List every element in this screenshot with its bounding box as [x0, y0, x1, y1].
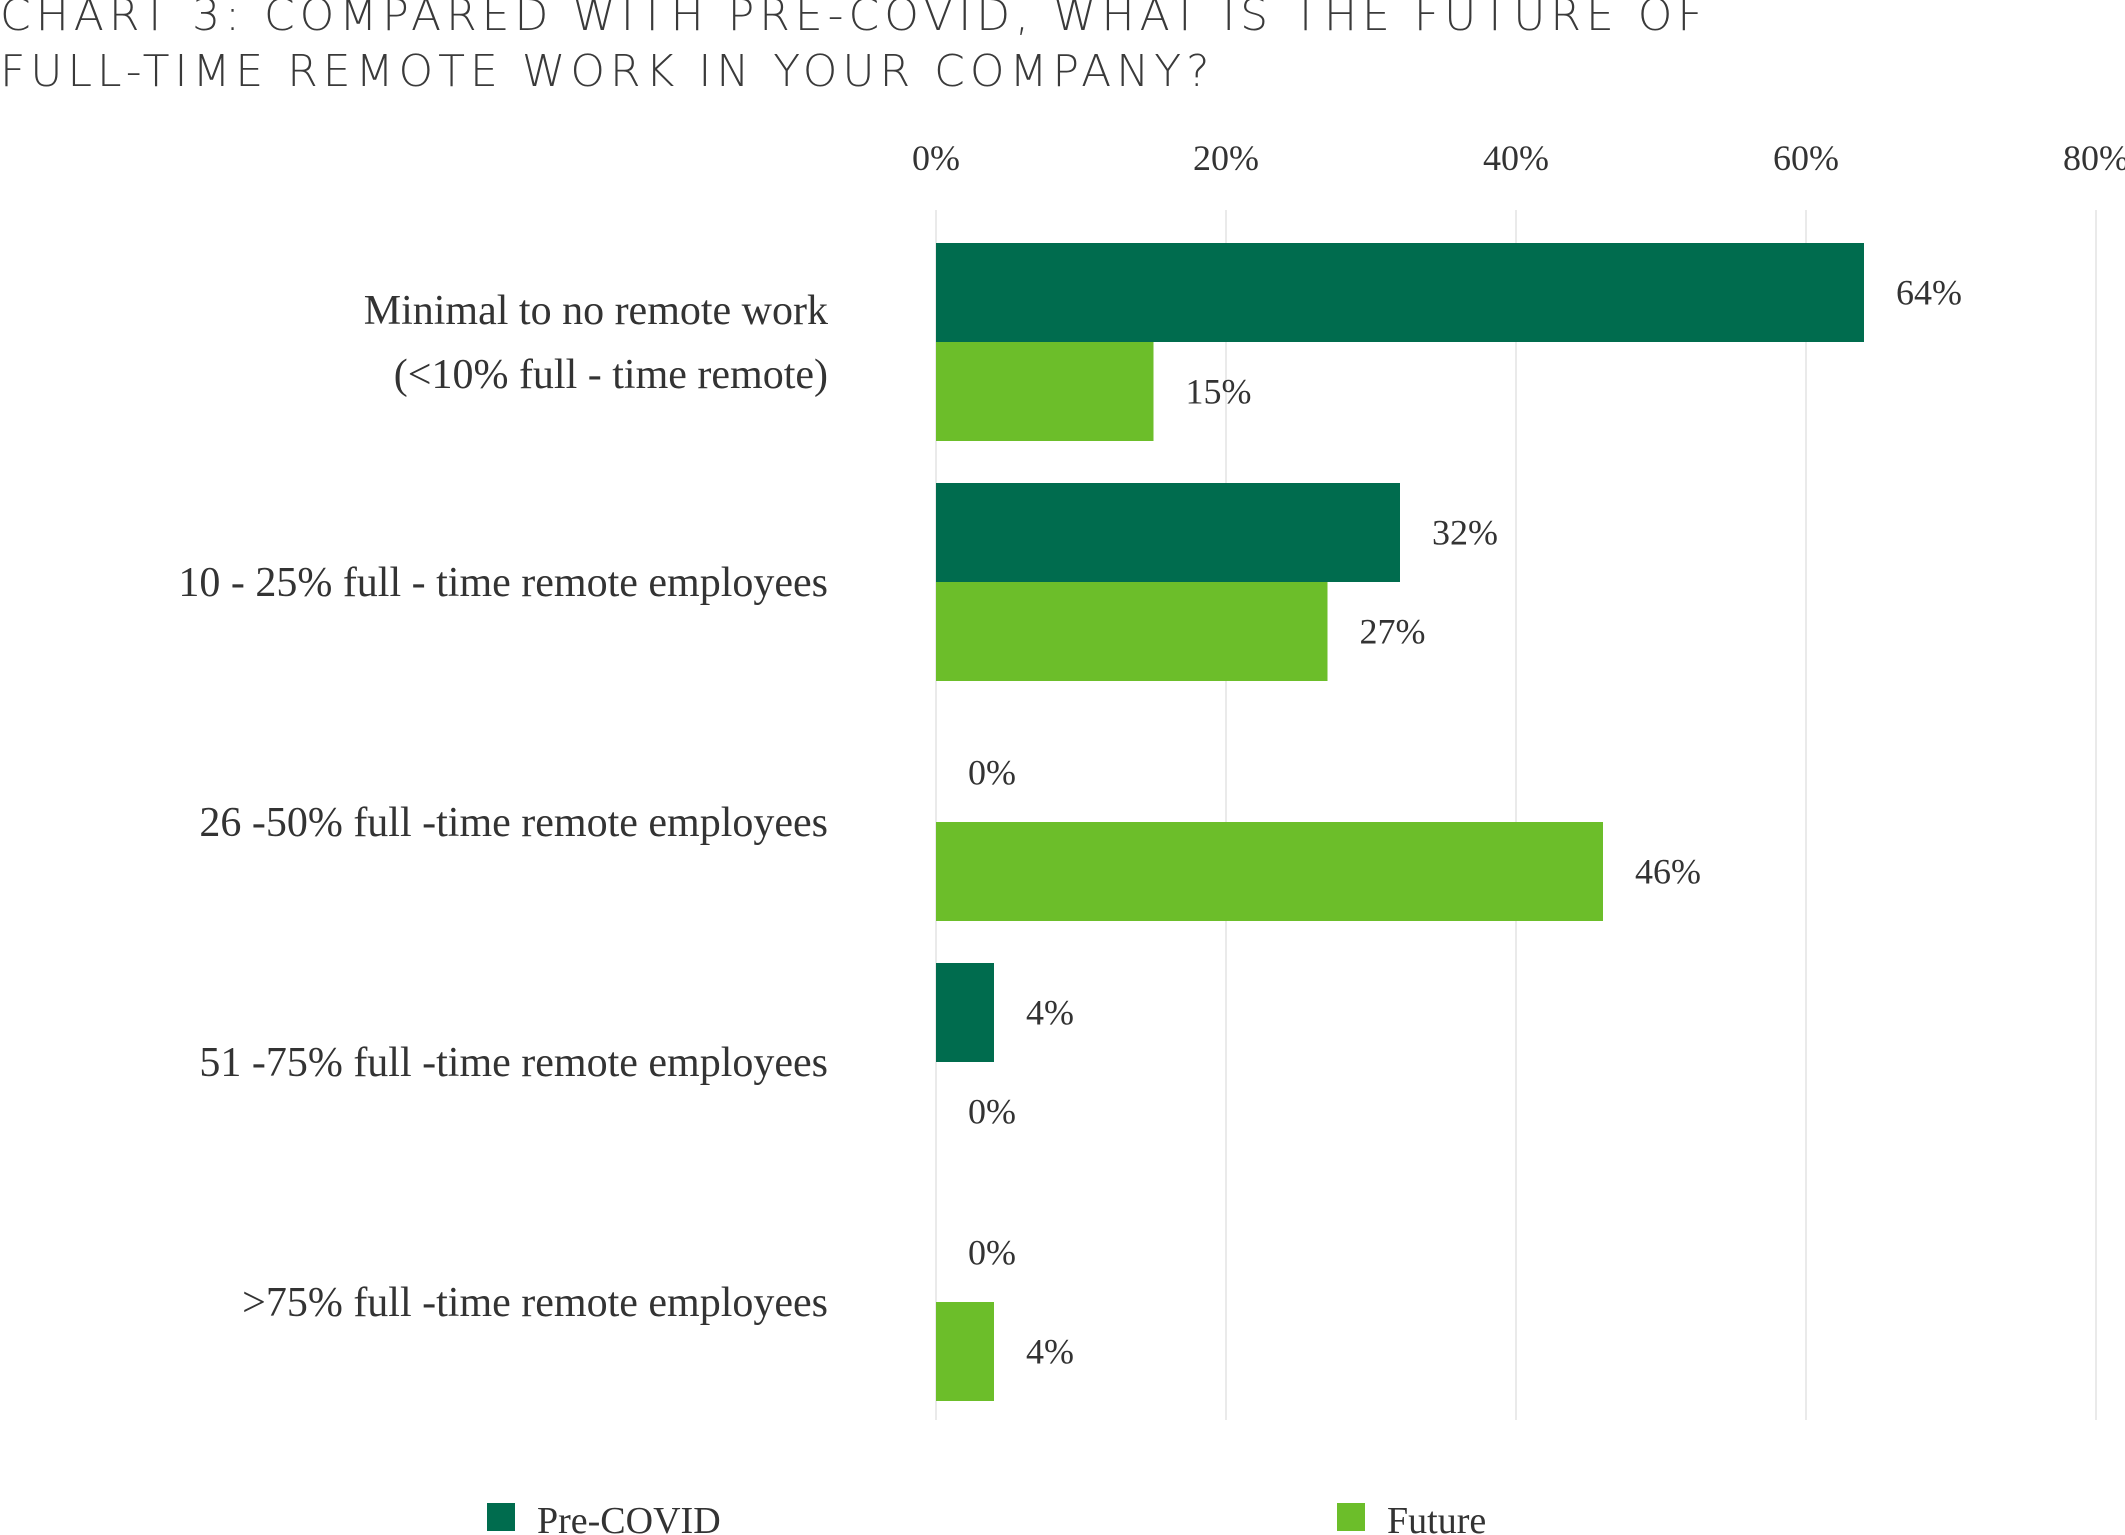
data-label: 27%: [1360, 612, 1426, 652]
x-tick-label: 0%: [912, 138, 960, 178]
bar-future: [936, 342, 1154, 441]
category-labels: Minimal to no remote work (<10% full - ti…: [178, 288, 828, 1326]
bar-future: [936, 1302, 994, 1401]
x-tick-label: 80%: [2063, 138, 2125, 178]
data-label: 0%: [968, 753, 1016, 793]
category-label: Minimal to no remote work: [364, 288, 828, 334]
bar-pre-covid: [936, 243, 1864, 342]
bars: [936, 243, 1864, 1401]
data-label: 4%: [1026, 1332, 1074, 1372]
data-label: 4%: [1026, 993, 1074, 1033]
legend: Pre-COVID Future: [487, 1500, 1486, 1535]
chart-title-line-2: FULL-TIME REMOTE WORK IN YOUR COMPANY?: [0, 46, 1215, 97]
x-tick-label: 60%: [1773, 138, 1839, 178]
bar-pre-covid: [936, 483, 1400, 582]
category-label: 26 -50% full -time remote employees: [199, 800, 828, 846]
x-tick-label: 20%: [1193, 138, 1259, 178]
bar-labels: 64% 15% 32% 27% 0% 46% 4% 0% 0% 4%: [968, 273, 1962, 1372]
x-axis-ticks: 0% 20% 40% 60% 80%: [912, 138, 2125, 178]
chart-title-line-1: CHART 3: COMPARED WITH PRE-COVID, WHAT I…: [0, 0, 1708, 41]
category-label: 10 - 25% full - time remote employees: [178, 560, 828, 606]
category-label: 51 -75% full -time remote employees: [199, 1040, 828, 1086]
bar-future: [936, 582, 1328, 681]
data-label: 0%: [968, 1092, 1016, 1132]
data-label: 46%: [1635, 852, 1701, 892]
bar-pre-covid: [936, 963, 994, 1062]
legend-swatch-pre-covid: [487, 1503, 515, 1531]
category-label: (<10% full - time remote): [394, 352, 828, 398]
x-tick-label: 40%: [1483, 138, 1549, 178]
data-label: 15%: [1186, 372, 1252, 412]
legend-label: Future: [1387, 1500, 1486, 1535]
data-label: 64%: [1896, 273, 1962, 313]
category-label: >75% full -time remote employees: [242, 1280, 828, 1326]
chart-title: CHART 3: COMPARED WITH PRE-COVID, WHAT I…: [0, 0, 1708, 100]
data-label: 0%: [968, 1233, 1016, 1273]
bar-future: [936, 822, 1603, 921]
legend-label: Pre-COVID: [537, 1500, 721, 1535]
legend-swatch-future: [1337, 1503, 1365, 1531]
data-label: 32%: [1432, 513, 1498, 553]
